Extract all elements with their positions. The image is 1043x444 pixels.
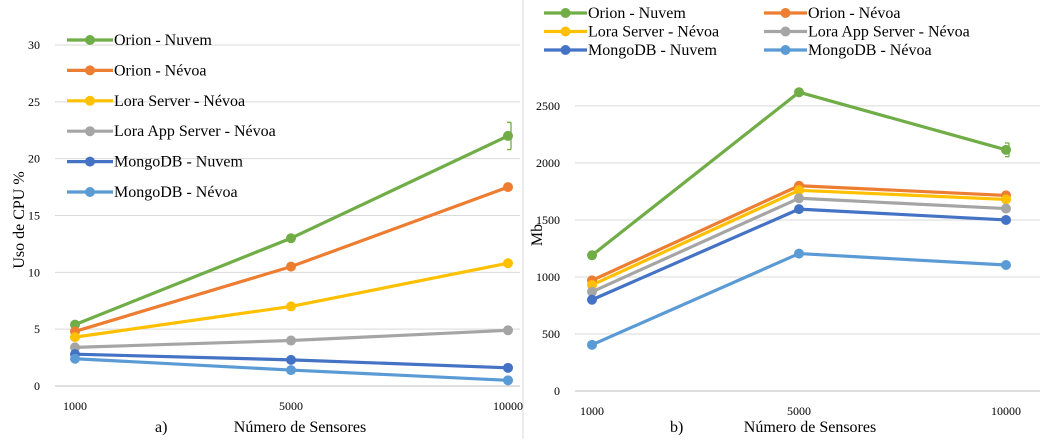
legend-item: Lora Server - Névoa xyxy=(67,93,245,110)
data-point xyxy=(286,261,296,272)
legend-label: Lora Server - Névoa xyxy=(588,24,719,41)
legend-swatch-marker xyxy=(85,126,95,137)
legend-item: MongoDB - Nuvem xyxy=(544,42,717,59)
data-point xyxy=(794,204,804,215)
x-axis-title: Número de Sensores xyxy=(234,419,366,436)
x-tick-label: 5000 xyxy=(279,399,303,413)
data-point xyxy=(1001,144,1011,155)
legend: Orion - Nuvem Orion - Névoa Lora Server - … xyxy=(544,5,970,59)
legend: Orion - Nuvem Orion - Névoa Lora Server - … xyxy=(67,32,276,201)
x-tick-label: 5000 xyxy=(787,404,811,418)
data-point xyxy=(286,365,296,376)
x-tick-label: 10000 xyxy=(493,399,523,413)
y-tick-label: 25 xyxy=(28,95,40,109)
data-point xyxy=(70,353,80,364)
legend-swatch-marker xyxy=(85,95,95,106)
data-point xyxy=(503,375,513,386)
y-tick-label: 0 xyxy=(554,384,560,398)
legend-item: Lora App Server - Névoa xyxy=(67,123,276,140)
y-tick-label: 1000 xyxy=(536,270,560,284)
legend-label: MongoDB - Névoa xyxy=(114,184,238,201)
data-point xyxy=(587,250,597,261)
panel-label: a) xyxy=(155,419,167,436)
panel-label: b) xyxy=(670,419,683,436)
data-point xyxy=(503,362,513,373)
data-point xyxy=(1001,194,1011,205)
data-point xyxy=(1001,203,1011,214)
legend-item: Orion - Névoa xyxy=(764,5,900,22)
legend-label: Orion - Nuvem xyxy=(588,5,686,22)
legend-label: MongoDB - Nuvem xyxy=(588,42,717,59)
legend-item: Orion - Nuvem xyxy=(544,5,686,22)
legend-item: Orion - Nuvem xyxy=(67,32,212,49)
y-tick-label: 1500 xyxy=(536,213,560,227)
legend-item: Orion - Névoa xyxy=(67,62,206,79)
y-tick-label: 15 xyxy=(28,209,40,223)
legend-swatch-marker xyxy=(780,8,791,18)
y-axis-title: Mb xyxy=(529,224,546,246)
legend-swatch-marker xyxy=(780,26,791,37)
x-axis-title: Número de Sensores xyxy=(744,419,876,436)
y-tick-label: 10 xyxy=(28,265,40,279)
data-point xyxy=(587,294,597,305)
data-point xyxy=(794,185,804,196)
legend-swatch-marker xyxy=(85,156,95,167)
y-tick-label: 20 xyxy=(28,152,40,166)
data-point xyxy=(286,233,296,244)
legend-swatch-marker xyxy=(85,65,95,76)
legend-item: MongoDB - Névoa xyxy=(67,184,238,201)
legend-label: Lora App Server - Névoa xyxy=(114,123,276,140)
data-point xyxy=(286,301,296,312)
data-point xyxy=(1001,214,1011,225)
legend-label: MongoDB - Névoa xyxy=(808,42,932,59)
y-tick-label: 2500 xyxy=(536,99,560,113)
data-point xyxy=(286,354,296,365)
data-point xyxy=(70,332,80,343)
legend-label: Orion - Nuvem xyxy=(114,32,212,49)
data-point xyxy=(1001,259,1011,270)
legend-label: MongoDB - Nuvem xyxy=(114,154,243,171)
data-point xyxy=(503,258,513,269)
panel-a: 0 5 10 15 20 25 30 1000 5000 10000 Uso de CPU % Núm… xyxy=(11,32,523,436)
legend-label: Lora App Server - Névoa xyxy=(808,24,970,41)
y-axis-title: Uso de CPU % xyxy=(11,171,28,268)
legend-swatch-marker xyxy=(560,45,571,55)
data-point xyxy=(794,87,804,98)
x-tick-label: 1000 xyxy=(580,404,604,418)
legend-swatch-marker xyxy=(85,35,95,45)
y-tick-label: 0 xyxy=(34,379,40,393)
y-tick-label: 5 xyxy=(34,322,40,336)
panel-b: 0 500 1000 1500 2000 2500 1000 5000 10000 Mb Númer… xyxy=(529,5,1040,436)
legend-item: Lora Server - Névoa xyxy=(544,24,719,41)
data-point xyxy=(286,335,296,346)
legend-label: Lora Server - Névoa xyxy=(114,93,245,110)
legend-swatch-marker xyxy=(560,8,571,18)
data-point xyxy=(503,182,513,193)
data-point xyxy=(503,130,513,141)
data-point xyxy=(587,339,597,350)
legend-label: Orion - Névoa xyxy=(114,62,206,79)
y-tick-label: 500 xyxy=(542,327,560,341)
legend-item: MongoDB - Névoa xyxy=(764,42,932,59)
data-point xyxy=(587,286,597,297)
x-tick-label: 1000 xyxy=(63,399,87,413)
data-point xyxy=(587,279,597,290)
y-tick-label: 2000 xyxy=(536,156,560,170)
legend-swatch-marker xyxy=(780,45,791,55)
legend-swatch-marker xyxy=(85,187,95,197)
x-tick-label: 10000 xyxy=(991,404,1021,418)
y-tick-label: 30 xyxy=(28,38,40,52)
data-point xyxy=(794,248,804,259)
legend-swatch-marker xyxy=(560,26,571,37)
legend-label: Orion - Névoa xyxy=(808,5,900,22)
legend-item: Lora App Server - Névoa xyxy=(764,24,970,41)
legend-item: MongoDB - Nuvem xyxy=(67,154,243,171)
data-point xyxy=(794,193,804,204)
data-point xyxy=(503,325,513,336)
